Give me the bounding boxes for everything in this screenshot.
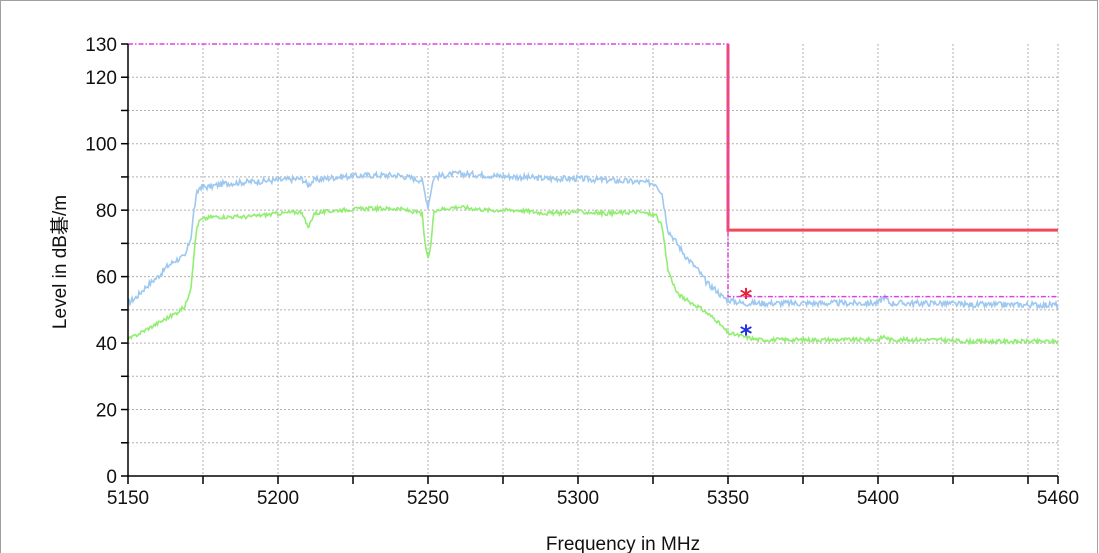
- y-tick-label: 0: [106, 467, 117, 488]
- series-peak-trace: [127, 169, 1059, 311]
- y-tick-label: 80: [96, 201, 117, 222]
- y-tick-label: 130: [85, 35, 117, 56]
- axes: 0 20 40 60 80 100 120 130 5150 5200 5250 5300 5350 54…: [85, 35, 1079, 509]
- y-tick-label: 60: [96, 268, 117, 289]
- markers: **: [740, 284, 753, 349]
- x-tick-label: 5400: [857, 488, 899, 509]
- x-tick-label: 5200: [257, 488, 299, 509]
- marker-peak-star: *: [740, 284, 753, 312]
- y-tick-label: 40: [96, 334, 117, 355]
- x-tick-label: 5150: [107, 488, 149, 509]
- series-average-trace: [127, 203, 1059, 346]
- marker-average-star: *: [740, 320, 753, 348]
- y-axis-title: Level in dB碁/m: [49, 195, 71, 329]
- x-tick-label: 5350: [707, 488, 749, 509]
- x-axis-title: Frequency in MHz: [546, 534, 700, 553]
- y-tick-label: 120: [85, 68, 117, 89]
- series-layer: [127, 43, 1059, 346]
- x-tick-label: 5250: [407, 488, 449, 509]
- x-tick-label: 5460: [1037, 488, 1079, 509]
- limit-line-dashdot: [128, 43, 1058, 298]
- y-tick-label: 100: [85, 135, 117, 156]
- x-tick-label: 5300: [557, 488, 599, 509]
- y-tick-label: 20: [96, 401, 117, 422]
